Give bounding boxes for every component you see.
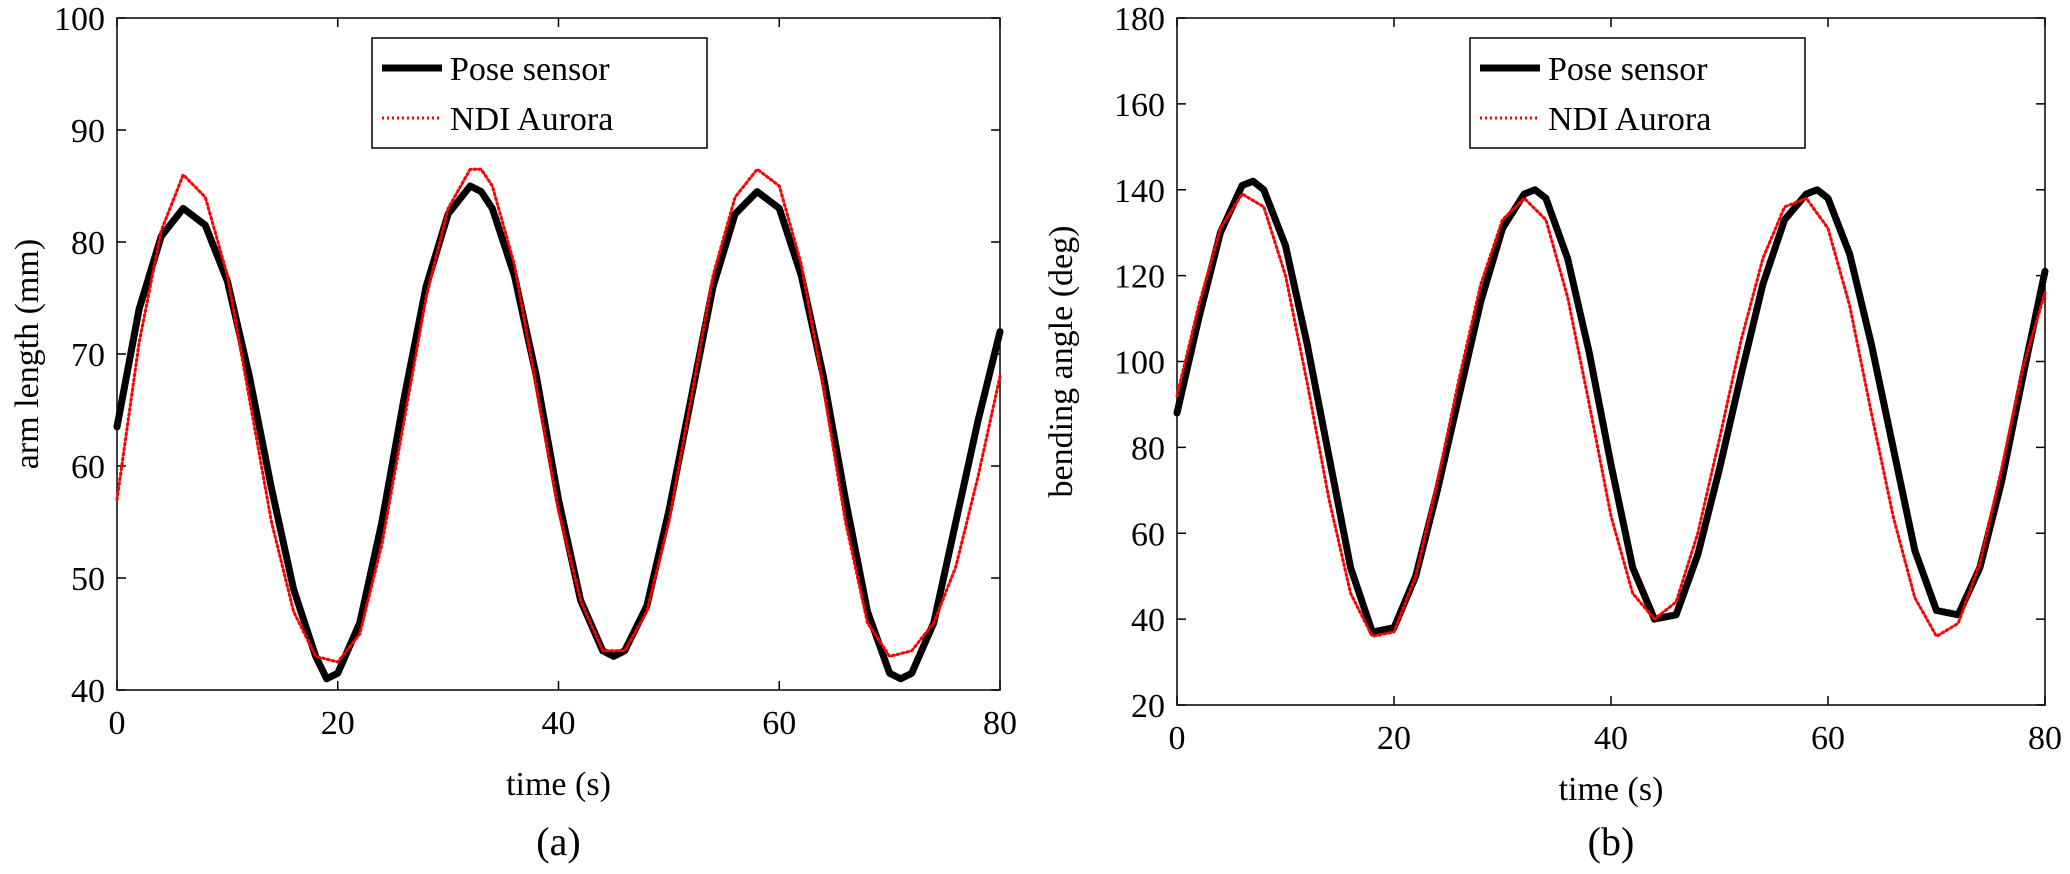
chart-panel-a: 0 20 40 60 80 40 50 60 70 80 90 100 Pose sensor NDI A…	[9, 1, 1017, 864]
y-tick-label: 90	[71, 113, 105, 150]
y-tick-label: 160	[1114, 87, 1165, 124]
x-tick-label: 40	[1594, 720, 1628, 757]
y-tick-label: 20	[1131, 688, 1165, 725]
series-line-ndi-aurora	[1175, 192, 2047, 638]
panel-label: (b)	[1588, 819, 1635, 864]
x-tick-label: 80	[2028, 720, 2062, 757]
y-tick-label: 100	[54, 1, 105, 38]
legend-box	[1469, 37, 1806, 149]
x-tick-label: 60	[1811, 720, 1845, 757]
series-line-pose-sensor	[113, 182, 1004, 683]
series-line-ndi-aurora	[115, 167, 1002, 664]
legend-entry: Pose sensor	[1548, 51, 1708, 88]
y-tick-label: 180	[1114, 1, 1165, 38]
legend-entry: NDI Aurora	[450, 101, 613, 138]
series-line-pose-sensor	[1173, 177, 2049, 636]
x-axis-title: time (s)	[1559, 771, 1664, 808]
x-tick-label: 0	[109, 705, 126, 742]
y-axis-title: bending angle (deg)	[1043, 226, 1080, 498]
panel-label: (a)	[536, 819, 580, 864]
x-tick-label: 20	[321, 705, 355, 742]
y-tick-label: 60	[71, 449, 105, 486]
y-tick-label: 80	[1131, 430, 1165, 467]
x-tick-label: 80	[983, 705, 1017, 742]
legend: Pose sensor NDI Aurora	[371, 37, 708, 149]
y-tick-label: 80	[71, 225, 105, 262]
legend: Pose sensor NDI Aurora	[1469, 37, 1806, 149]
y-tick-label: 100	[1114, 345, 1165, 382]
y-tick-label: 120	[1114, 259, 1165, 296]
y-axis-title: arm length (mm)	[9, 239, 46, 469]
y-tick-label: 40	[1131, 602, 1165, 639]
x-tick-label: 40	[542, 705, 576, 742]
y-tick-label: 140	[1114, 173, 1165, 210]
x-tick-label: 20	[1377, 720, 1411, 757]
y-tick-label: 70	[71, 337, 105, 374]
legend-entry: Pose sensor	[450, 51, 610, 88]
legend-box	[371, 37, 708, 149]
y-tick-label: 60	[1131, 516, 1165, 553]
x-axis-title: time (s)	[506, 766, 611, 803]
y-tick-label: 50	[71, 561, 105, 598]
x-tick-label: 0	[1169, 720, 1186, 757]
y-tick-label: 40	[71, 673, 105, 710]
x-tick-label: 60	[762, 705, 796, 742]
legend-entry: NDI Aurora	[1548, 101, 1711, 138]
